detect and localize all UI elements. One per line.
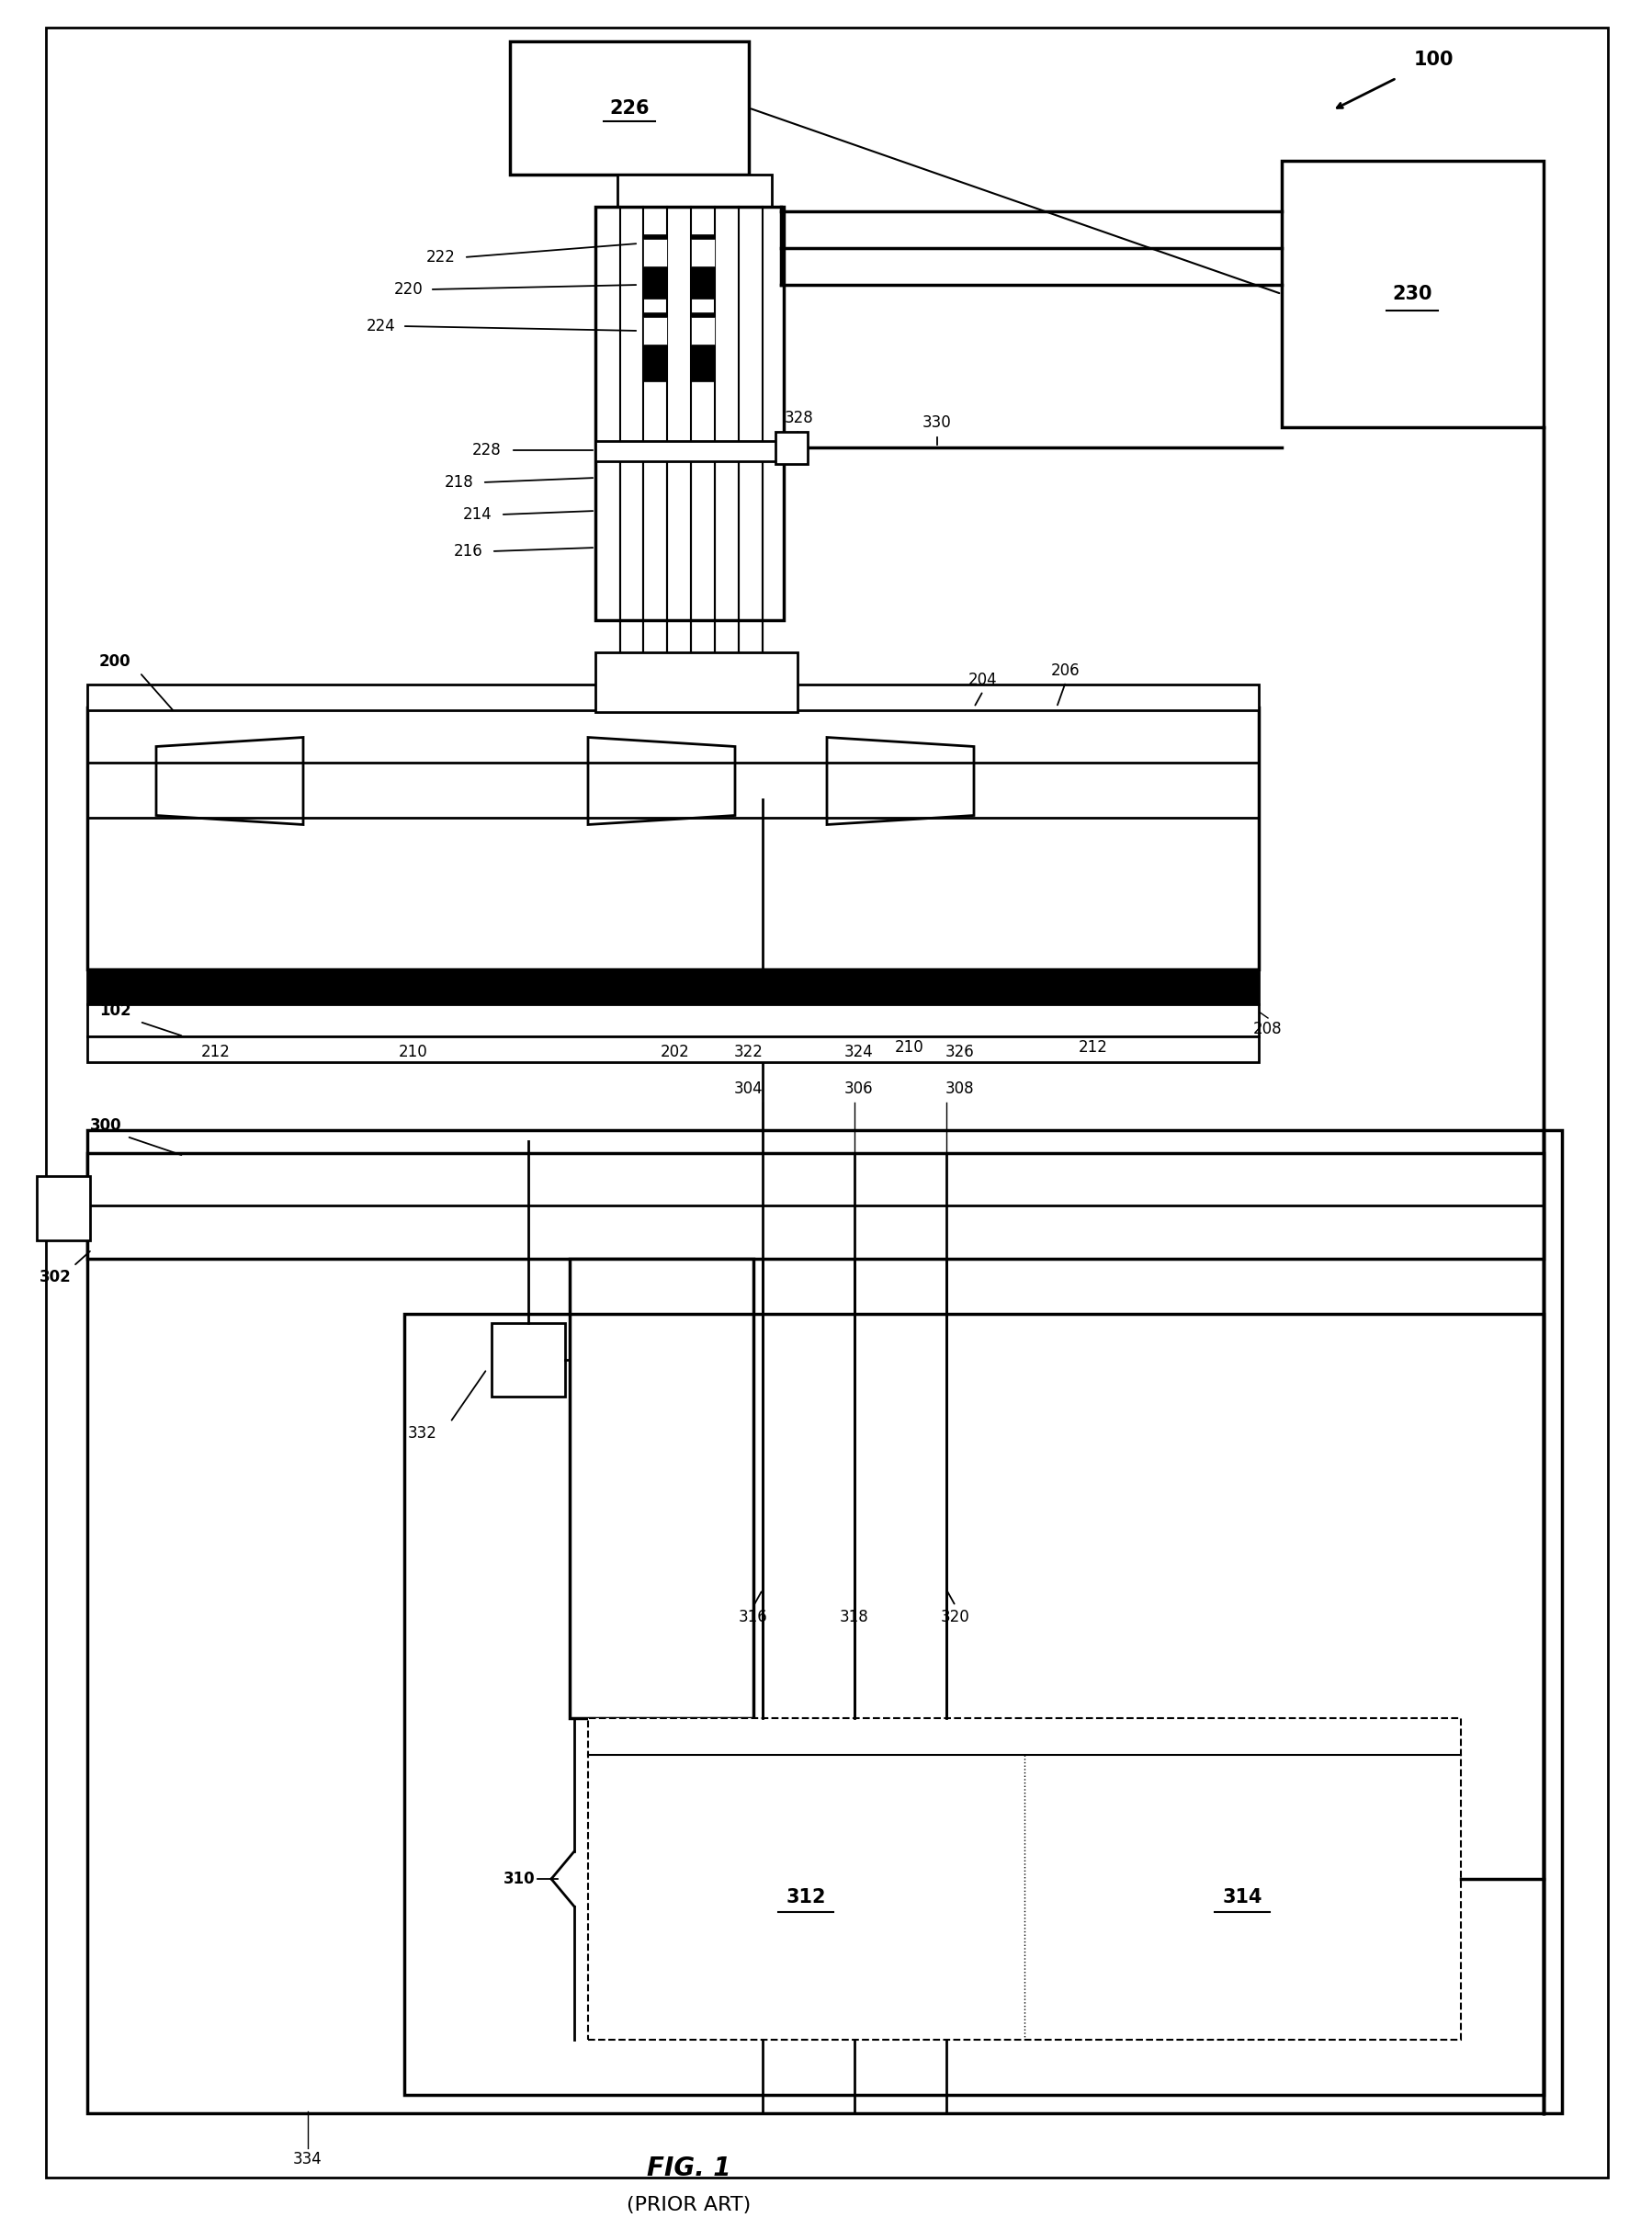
Bar — [618, 174, 771, 207]
Text: 208: 208 — [1252, 1021, 1282, 1036]
Bar — [643, 234, 667, 299]
Text: 218: 218 — [444, 475, 474, 490]
Text: 320: 320 — [940, 1609, 970, 1625]
Bar — [88, 1130, 1561, 2113]
Bar — [36, 1177, 89, 1239]
Text: 206: 206 — [1051, 662, 1080, 680]
Bar — [595, 441, 783, 461]
Bar — [1280, 160, 1543, 428]
Text: 214: 214 — [463, 506, 492, 524]
Text: 322: 322 — [733, 1043, 763, 1061]
Bar — [405, 1313, 1543, 2095]
Text: 334: 334 — [292, 2151, 322, 2167]
Bar — [88, 1036, 1259, 1063]
Bar — [88, 970, 1259, 1005]
Text: 332: 332 — [408, 1424, 438, 1442]
Text: 310: 310 — [502, 1870, 535, 1888]
Text: 216: 216 — [454, 544, 482, 559]
Text: (PRIOR ART): (PRIOR ART) — [626, 2196, 750, 2213]
Text: 200: 200 — [99, 653, 131, 669]
Text: 230: 230 — [1393, 285, 1432, 303]
Bar — [88, 707, 1259, 970]
Bar — [491, 1324, 565, 1398]
Text: 302: 302 — [40, 1268, 71, 1286]
Text: 210: 210 — [398, 1043, 428, 1061]
Text: 316: 316 — [738, 1609, 768, 1625]
Text: 220: 220 — [395, 281, 423, 299]
Bar — [88, 1152, 1543, 1259]
Bar — [691, 312, 714, 381]
Bar — [775, 432, 808, 464]
Bar — [643, 317, 667, 345]
Text: 314: 314 — [1221, 1888, 1262, 1906]
Text: 306: 306 — [844, 1081, 874, 1097]
Text: 226: 226 — [610, 98, 649, 118]
Bar — [588, 1719, 1460, 2040]
Bar — [88, 684, 1259, 711]
Text: FIG. 1: FIG. 1 — [646, 2155, 730, 2182]
Text: 204: 204 — [968, 671, 998, 689]
Text: 222: 222 — [426, 250, 456, 265]
Text: 202: 202 — [661, 1043, 689, 1061]
Text: 318: 318 — [839, 1609, 869, 1625]
Bar — [595, 653, 796, 711]
Bar — [570, 1259, 753, 1719]
Bar — [595, 207, 783, 620]
Text: 330: 330 — [922, 415, 952, 430]
Bar — [643, 312, 667, 381]
Text: 212: 212 — [1079, 1039, 1107, 1057]
Text: 100: 100 — [1412, 51, 1452, 69]
Bar — [691, 234, 714, 299]
Text: 228: 228 — [472, 441, 501, 459]
Text: 300: 300 — [89, 1117, 122, 1135]
Text: 308: 308 — [945, 1081, 975, 1097]
Text: 102: 102 — [99, 1003, 131, 1019]
Bar — [88, 1005, 1259, 1036]
Bar — [691, 317, 714, 345]
Text: 304: 304 — [733, 1081, 763, 1097]
Text: 212: 212 — [202, 1043, 230, 1061]
Bar — [510, 42, 748, 174]
Text: 324: 324 — [844, 1043, 874, 1061]
Text: 328: 328 — [785, 410, 813, 426]
Text: 224: 224 — [367, 319, 396, 334]
Text: 210: 210 — [894, 1039, 923, 1057]
Bar — [691, 239, 714, 267]
Bar — [643, 239, 667, 267]
Text: 326: 326 — [945, 1043, 975, 1061]
Text: 312: 312 — [785, 1888, 826, 1906]
